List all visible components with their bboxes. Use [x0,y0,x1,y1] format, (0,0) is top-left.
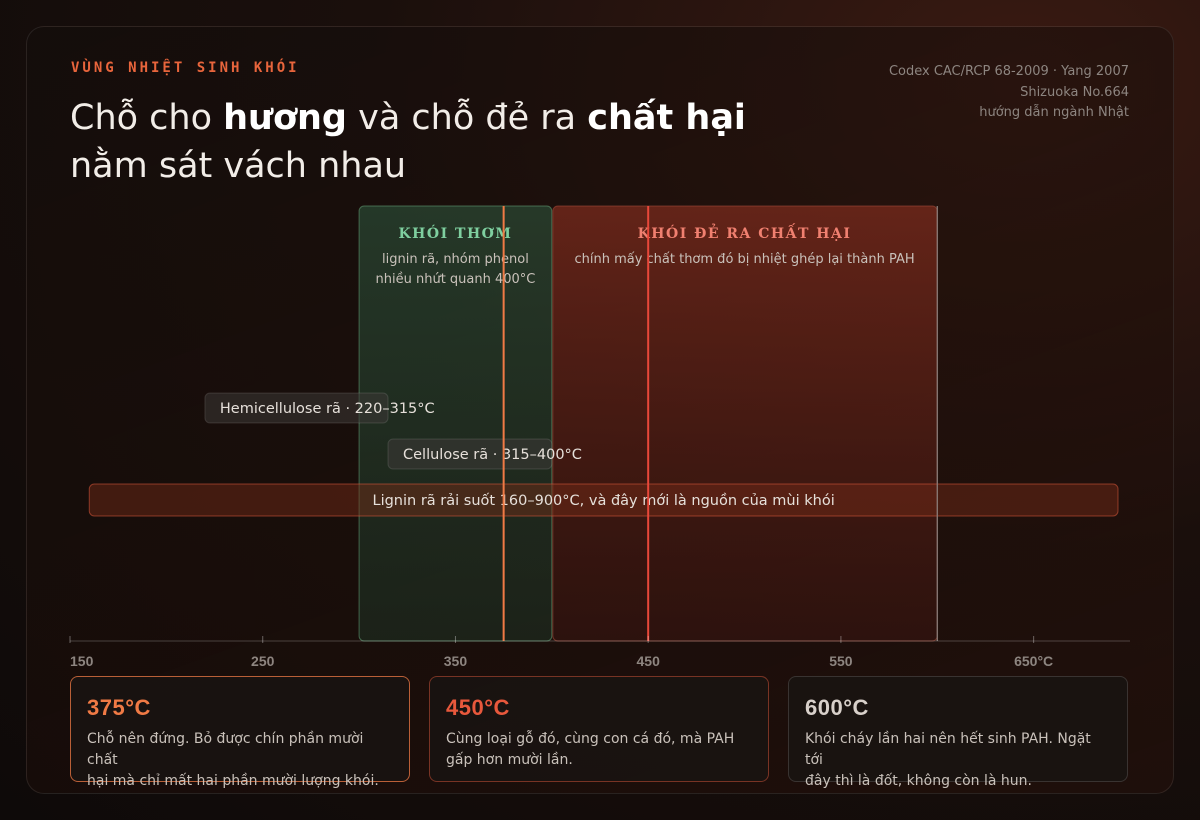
card-text: Cùng loại gỗ đó, cùng con cá đó, mà PAH g… [446,729,752,771]
title-part-2: và chỗ đẻ ra [346,98,588,138]
card-text: Chỗ nên đứng. Bỏ được chín phần mười chấ… [87,729,393,792]
kicker: VÙNG NHIỆT SINH KHÓI [71,60,300,76]
page-title: Chỗ cho hương và chỗ đẻ ra chất hại nằm s… [70,94,830,190]
card-temp: 600°C [805,695,869,720]
band-label-1: Cellulose rã · 315–400°C [403,447,582,463]
source-note: Codex CAC/RCP 68-2009 · Yang 2007 Shizuo… [889,62,1129,124]
card-text-line-2: gấp hơn mười lần. [446,752,573,768]
card-temp: 375°C [87,695,151,720]
card-text-line-2: hại mà chỉ mất hai phần mười lượng khói. [87,773,379,789]
card-600: 600°C Khói cháy lần hai nên hết sinh PAH… [788,676,1128,789]
band-2 [88,483,1119,517]
x-tick-label: 650°C [1014,653,1053,669]
card-text-line-2: đây thì là đốt, không còn là hun. [805,773,1032,789]
x-tick-label: 450 [637,653,661,669]
card-text: Khói cháy lần hai nên hết sinh PAH. Ngặt… [805,729,1111,792]
card-text-line-1: Khói cháy lần hai nên hết sinh PAH. Ngặt… [805,731,1091,768]
zone-desc-harm: chính mấy chất thơm đó bị nhiệt ghép lại… [574,252,914,267]
x-tick-label: 550 [829,653,853,669]
card-text-line-1: Cùng loại gỗ đó, cùng con cá đó, mà PAH [446,731,735,747]
source-line-1: Codex CAC/RCP 68-2009 · Yang 2007 [888,64,1129,79]
title-bold-aroma: hương [223,98,347,138]
x-tick-label: 150 [70,653,94,669]
title-bold-harm: chất hại [587,98,746,138]
zone-title-harm: KHÓI ĐẺ RA CHẤT HẠI [638,222,852,242]
zone-desc-aroma: lignin rã, nhóm phenol [382,252,529,267]
x-tick-label: 350 [444,653,468,669]
card-temp: 450°C [446,695,510,720]
zone-desc-2-aroma: nhiều nhứt quanh 400°C [376,272,536,287]
band-label-2: Lignin rã rải suốt 160–900°C, và đây mới… [373,492,835,509]
zone-harm [552,205,938,642]
card-375: 375°C Chỗ nên đứng. Bỏ được chín phần mư… [70,676,410,789]
card-450: 450°C Cùng loại gỗ đó, cùng con cá đó, m… [429,676,769,782]
title-line-2: nằm sát vách nhau [70,146,407,186]
source-line-3: hướng dẫn ngành Nhật [979,105,1129,120]
zone-title-aroma: KHÓI THƠM [399,224,513,242]
card-text-line-1: Chỗ nên đứng. Bỏ được chín phần mười chấ… [87,731,364,768]
band-1 [387,438,553,470]
band-label-0: Hemicellulose rã · 220–315°C [220,401,435,417]
temperature-cards: 375°C Chỗ nên đứng. Bỏ được chín phần mư… [70,676,1130,789]
band-0 [204,392,389,424]
x-tick-label: 250 [251,653,275,669]
title-part-1: Chỗ cho [70,98,224,138]
source-line-2: Shizuoka No.664 [1020,84,1129,100]
